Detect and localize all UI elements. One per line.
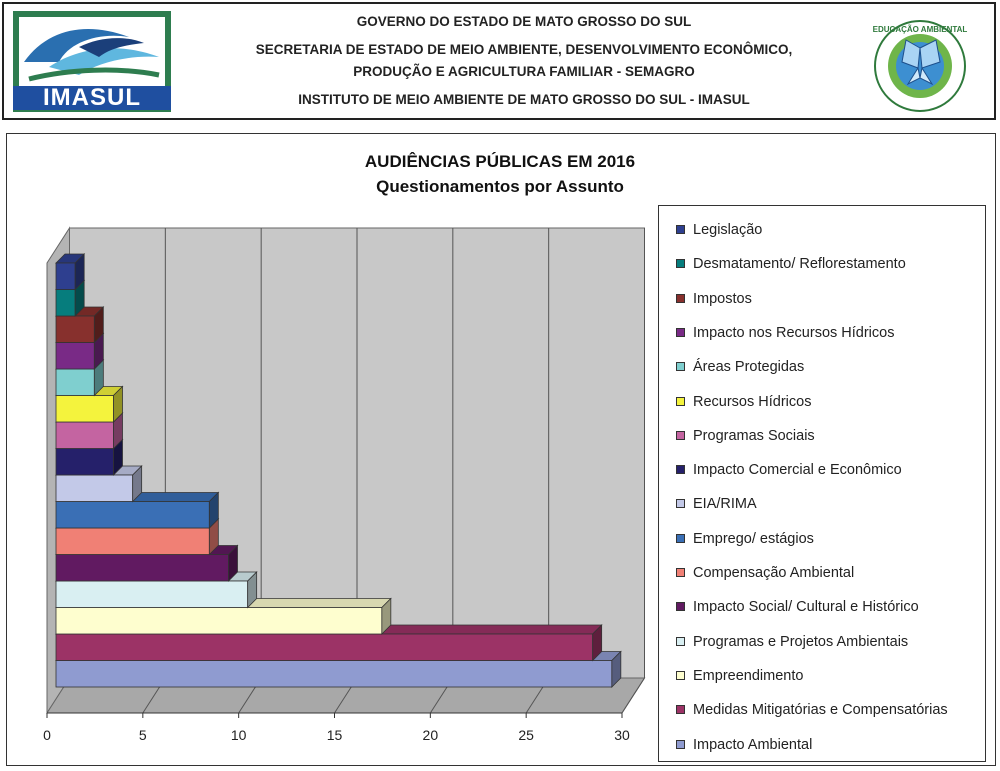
legend-label: Emprego/ estágios [693, 530, 814, 547]
chart-legend: Legislação Desmatamento/ Reflorestamento I… [658, 205, 986, 762]
legend-swatch [676, 705, 685, 715]
bar [55, 580, 249, 608]
educacao-ambiental-logo: EDUCAÇÃO AMBIENTAL [868, 18, 972, 114]
chart-subtitle: Questionamentos por Assunto [376, 177, 624, 196]
legend-swatch [676, 499, 685, 509]
header-government: GOVERNO DO ESTADO DE MATO GROSSO DO SUL [356, 14, 692, 29]
legend-label: Áreas Protegidas [693, 359, 805, 376]
legend-swatch [676, 259, 685, 269]
bar [55, 633, 594, 661]
legend-label: Legislação [693, 222, 763, 238]
x-tick-label: 20 [423, 727, 439, 743]
header-institute: INSTITUTO DE MEIO AMBIENTE DE MATO GROSS… [298, 92, 750, 107]
legend-label: Compensação Ambiental [693, 565, 855, 581]
bar [55, 474, 134, 502]
legend-label: Impacto Comercial e Econômico [693, 462, 902, 479]
bar-side-7 [132, 465, 143, 503]
legend-swatch [676, 430, 685, 440]
x-tick-label: 30 [614, 727, 630, 743]
chart-title: AUDIÊNCIAS PÚBLICAS EM 2016 [364, 152, 636, 171]
legend-swatch [676, 739, 685, 749]
bar [55, 421, 114, 449]
legend-label: Programas e Projetos Ambientais [693, 633, 909, 650]
bar [55, 554, 229, 582]
svg-text:EDUCAÇÃO AMBIENTAL: EDUCAÇÃO AMBIENTAL [873, 25, 968, 34]
legend-label: Impacto Social/ Cultural e Histórico [693, 599, 919, 616]
legend-label: Impacto nos Recursos Hídricos [693, 324, 895, 341]
legend-label: Recursos Hídricos [693, 393, 812, 410]
header-secretariat-cont: PRODUÇÃO E AGRICULTURA FAMILIAR - SEMAGR… [353, 64, 695, 79]
x-tick-label: 5 [139, 727, 147, 743]
legend-swatch [676, 465, 685, 475]
bar [55, 395, 114, 423]
legend-label: Programas Sociais [693, 427, 815, 444]
imasul-wave-emblem [19, 17, 165, 87]
bar [55, 607, 383, 635]
legend-label: Impostos [693, 290, 752, 307]
bar-side-4 [228, 544, 238, 582]
bar-side-0 [611, 650, 622, 688]
legend-swatch [676, 568, 685, 577]
x-tick-label: 15 [327, 727, 343, 743]
bar [55, 501, 210, 529]
bar-side-2 [381, 597, 392, 635]
legend-swatch [676, 225, 685, 234]
bar-side-13 [93, 306, 104, 344]
x-tick-label: 10 [231, 727, 247, 743]
legend-label: Desmatamento/ Reflorestamento [693, 256, 906, 273]
bar [55, 289, 76, 317]
bar-side-3 [247, 571, 258, 609]
legend-label: Impacto Ambiental [693, 736, 813, 753]
imasul-logo: IMASUL [13, 11, 171, 112]
bar-side-10 [113, 385, 123, 423]
imasul-logo-text: IMASUL [13, 86, 171, 110]
x-tick-label: 25 [518, 727, 534, 743]
bar [55, 342, 95, 370]
legend-swatch [676, 602, 685, 612]
bar-side-15 [74, 253, 85, 291]
legend-label: EIA/RIMA [693, 496, 757, 513]
page-header: IMASUL GOVERNO DO ESTADO DE MATO GROSSO … [2, 2, 996, 120]
legend-swatch [676, 293, 685, 303]
bar [55, 368, 95, 396]
legend-label: Medidas Mitigatórias e Compensatórias [693, 702, 948, 719]
bar [55, 660, 613, 688]
legend-swatch [676, 533, 685, 543]
bar [55, 262, 76, 290]
legend-swatch [676, 670, 685, 680]
bar-side-6 [208, 491, 219, 529]
legend-label: Empreendimento [693, 667, 804, 684]
x-tick-label: 0 [43, 727, 51, 743]
gridline-floor-30 [621, 677, 645, 714]
legend-swatch [676, 636, 685, 646]
legend-swatch [676, 396, 685, 406]
legend-swatch [676, 362, 685, 372]
header-secretariat: SECRETARIA DE ESTADO DE MEIO AMBIENTE, D… [255, 42, 793, 57]
bar [55, 527, 210, 555]
legend-swatch [676, 327, 685, 337]
bar [55, 448, 114, 476]
bar-side-1 [592, 624, 603, 662]
bar [55, 315, 95, 343]
